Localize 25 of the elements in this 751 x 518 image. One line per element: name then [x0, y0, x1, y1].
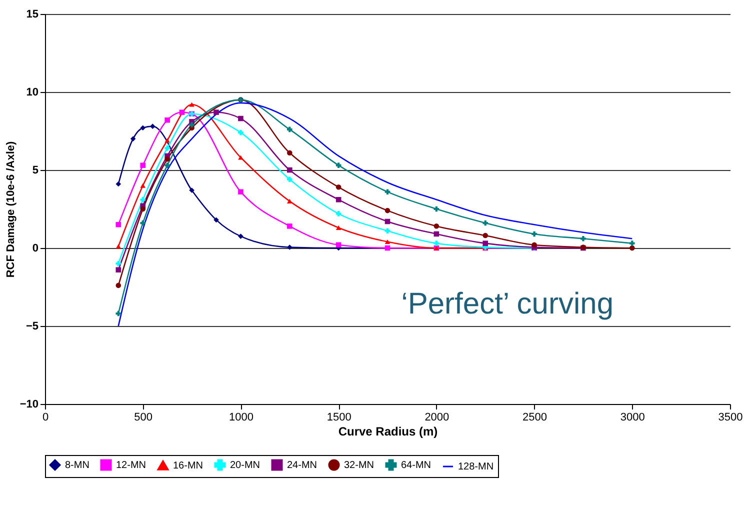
legend-label: 24-MN: [287, 460, 318, 471]
legend-label: 16-MN: [173, 460, 204, 472]
x-tick-label: 3500: [718, 412, 743, 424]
legend-label: 64-MN: [401, 460, 432, 471]
legend-label: 12-MN: [116, 460, 146, 471]
x-tick-label: 1000: [228, 412, 254, 424]
x-tick-label: 0: [42, 412, 49, 424]
y-axis-title: RCF Damage (10e-6 /Axle): [4, 141, 17, 278]
legend-label: 32-MN: [344, 460, 374, 471]
x-tick-label: 500: [134, 412, 153, 424]
x-tick-label: 2500: [522, 412, 548, 424]
y-tick-label: 10: [26, 86, 38, 98]
y-tick-label: 5: [32, 164, 38, 176]
x-tick-label: 3000: [620, 412, 645, 424]
legend-label: 128-MN: [458, 462, 494, 472]
legend-label: 20-MN: [230, 460, 260, 471]
x-tick-label: 1500: [326, 412, 352, 424]
y-tick-label: −5: [26, 320, 38, 332]
y-tick-label: 15: [26, 8, 38, 20]
legend-label: 8-MN: [65, 460, 90, 471]
annotation: ‘Perfect’ curving: [401, 288, 614, 321]
x-axis-title: Curve Radius (m): [338, 424, 438, 438]
y-tick-label: −10: [20, 398, 38, 410]
y-tick-label: 0: [32, 242, 38, 254]
x-tick-label: 2000: [424, 412, 450, 424]
